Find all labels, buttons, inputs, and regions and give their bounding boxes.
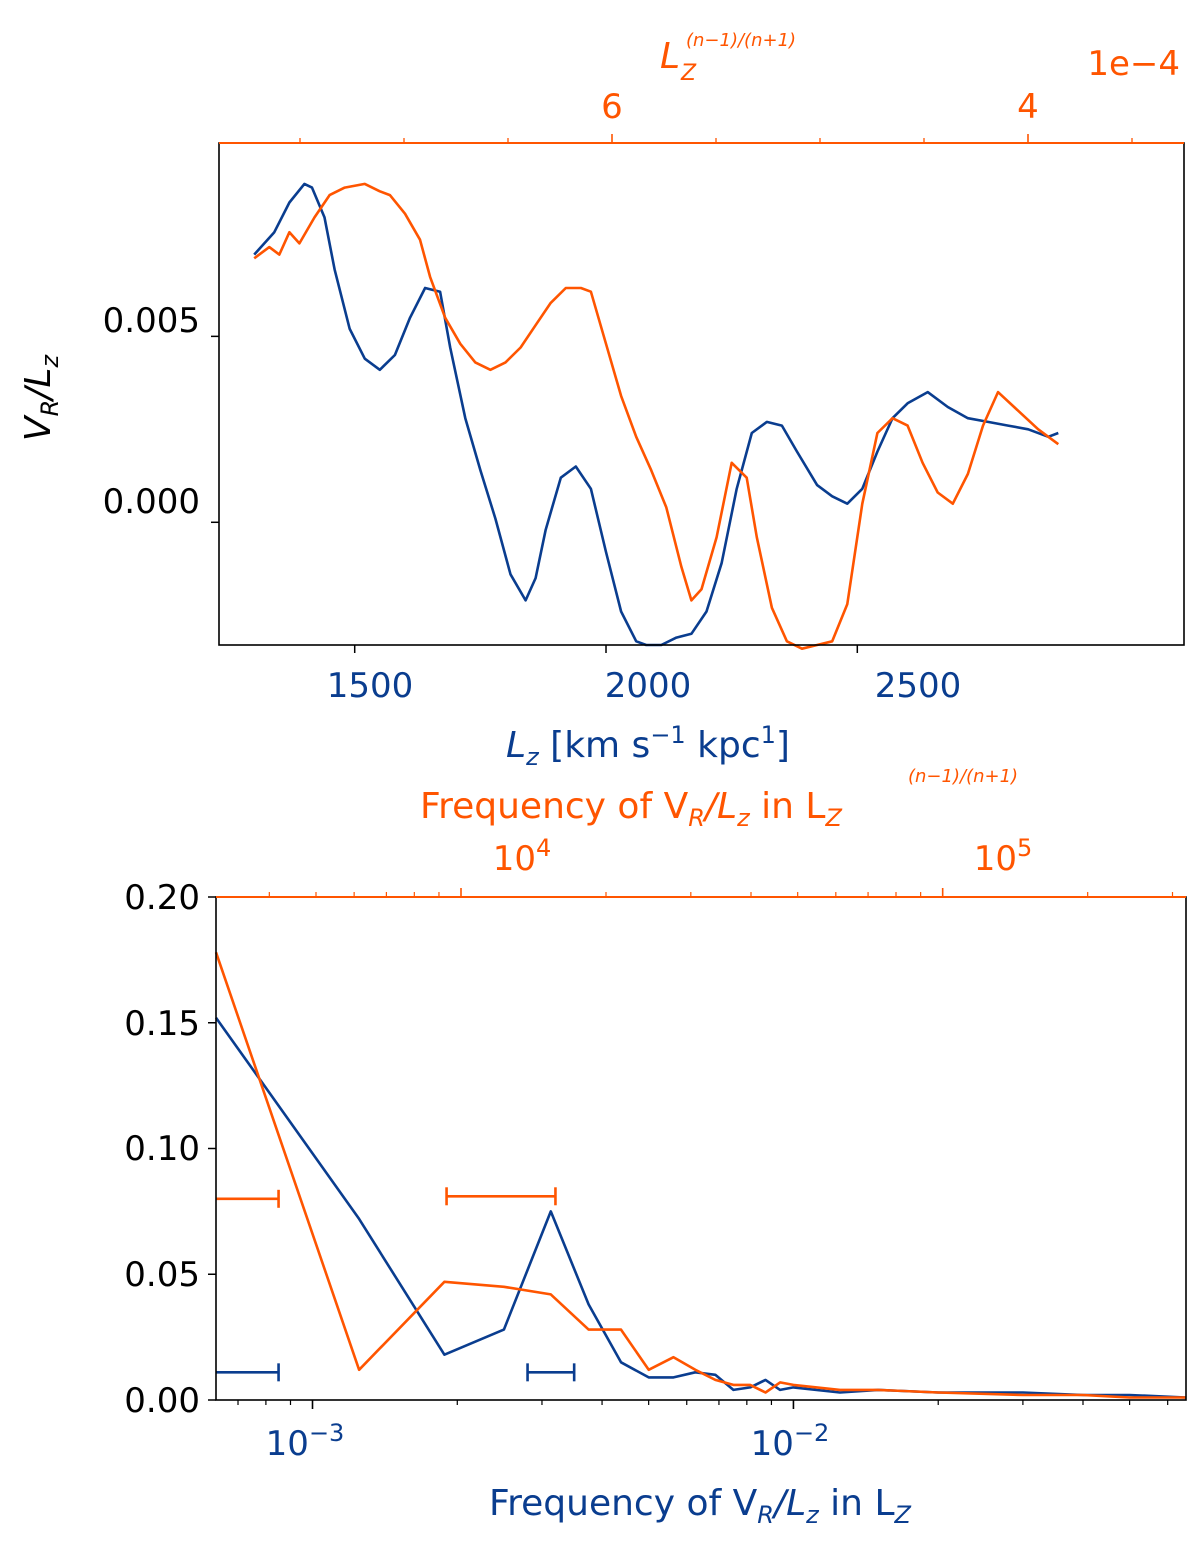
- top-xaxis-label-units2: kpc: [686, 725, 761, 766]
- bottom-secondary-axis-label-sub1: R: [688, 804, 705, 832]
- top-xaxis-label: Lz [km s−1 kpc1]: [506, 721, 790, 771]
- top-secondary-axis-label: L Z (n−1)/(n+1): [660, 30, 796, 86]
- bottom-secondary-xtick-exp: 5: [1017, 834, 1032, 862]
- top-panel: 0.005 0.000 1500 2000 2500 6 4 1e−4 L Z …: [18, 30, 1185, 771]
- error-bar-blue: [216, 1363, 280, 1382]
- top-yaxis-label-v: V: [18, 414, 59, 441]
- top-secondary-xtick-label: 4: [1017, 87, 1039, 127]
- series-line-blue: [214, 1016, 1187, 1399]
- bottom-panel-ticks: [208, 888, 1174, 1409]
- top-yaxis-label: VR/Lz: [18, 354, 64, 442]
- bottom-xaxis-label-end-sub: Z: [894, 1501, 912, 1529]
- top-secondary-axis-label-exp: (n−1)/(n+1): [686, 30, 796, 51]
- top-xaxis-label-var-sub: z: [525, 743, 540, 771]
- bottom-secondary-axis-label: Frequency of VR/Lz in LZ (n−1)/(n+1): [420, 766, 1018, 832]
- bottom-xaxis-label-sub2: z: [805, 1501, 820, 1529]
- error-bar-orange: [445, 1187, 557, 1206]
- series-line-orange: [214, 951, 1186, 1399]
- top-xaxis-label-units: [km s: [539, 725, 651, 766]
- top-secondary-axis-label-main: L: [660, 36, 680, 77]
- bottom-secondary-axis-label-text: Frequency of VR/Lz in LZ: [420, 786, 842, 832]
- top-ytick-label: 0.000: [103, 482, 200, 522]
- bottom-xaxis-label-sub1: R: [757, 1501, 774, 1529]
- series-line-orange: [253, 182, 1060, 651]
- bottom-xaxis-label-end: in L: [819, 1483, 895, 1524]
- bottom-secondary-axis-label-end: in L: [750, 786, 826, 827]
- bottom-secondary-axis-label-sub2: z: [736, 804, 751, 832]
- bottom-secondary-axis-label-prefix: Frequency of V: [420, 786, 689, 827]
- top-yaxis-label-sub1: R: [36, 400, 64, 417]
- bottom-secondary-axis-label-end-sub: Z: [824, 804, 842, 832]
- top-xtick-label: 2000: [605, 666, 692, 706]
- top-yaxis-label-mid: /L: [18, 368, 59, 403]
- bottom-secondary-xtick-label: 105: [974, 834, 1033, 879]
- top-xaxis-label-exp2: 1: [761, 721, 776, 749]
- bottom-xaxis-label-prefix: Frequency of V: [489, 1483, 758, 1524]
- bottom-secondary-xtick-label: 104: [493, 834, 552, 879]
- top-secondary-axis-label-sub: Z: [680, 61, 697, 86]
- top-ytick-label: 0.005: [103, 301, 200, 341]
- top-yaxis-label-sub2: z: [36, 354, 64, 369]
- bottom-ytick-label: 0.05: [124, 1255, 200, 1295]
- top-panel-ticks: [211, 134, 1133, 653]
- bottom-ytick-label: 0.15: [124, 1004, 200, 1044]
- top-xaxis-label-var: L: [506, 725, 526, 766]
- bottom-xtick-label: 10−2: [751, 1419, 830, 1464]
- bottom-xtick-base: 10: [266, 1424, 309, 1464]
- bottom-ytick-label: 0.20: [124, 878, 200, 918]
- error-bar-orange: [216, 1189, 280, 1208]
- bottom-secondary-xtick-exp: 4: [536, 834, 551, 862]
- series-line-blue: [253, 182, 1059, 647]
- bottom-xtick-exp: −3: [309, 1419, 344, 1447]
- bottom-xaxis-label: Frequency of VR/Lz in LZ: [489, 1483, 911, 1529]
- bottom-panel-frame: [215, 896, 1187, 1401]
- bottom-xtick-exp: −2: [794, 1419, 829, 1447]
- top-xtick-label: 1500: [327, 666, 414, 706]
- error-bar-blue: [526, 1363, 576, 1382]
- bottom-panel-series: [214, 951, 1187, 1399]
- bottom-ytick-label: 0.00: [124, 1381, 200, 1421]
- bottom-ytick-label: 0.10: [124, 1129, 200, 1169]
- bottom-secondary-xtick-base: 10: [974, 839, 1017, 879]
- bottom-secondary-axis-label-exp: (n−1)/(n+1): [908, 766, 1018, 787]
- top-panel-series: [253, 182, 1060, 651]
- bottom-xaxis-label-mid: /L: [771, 1483, 806, 1524]
- bottom-xtick-base: 10: [751, 1424, 794, 1464]
- top-axis-offset-label: 1e−4: [1087, 44, 1180, 84]
- top-xtick-label: 2500: [875, 666, 962, 706]
- bottom-panel-error-bars: [216, 1187, 576, 1382]
- bottom-xtick-label: 10−3: [266, 1419, 345, 1464]
- top-xaxis-label-close: ]: [776, 725, 790, 766]
- bottom-secondary-axis-label-mid: /L: [702, 786, 737, 827]
- top-secondary-xtick-label: 6: [601, 87, 623, 127]
- bottom-panel: 0.20 0.15 0.10 0.05 0.00 10−3 10−2 104 1…: [124, 766, 1187, 1529]
- top-xaxis-label-exp1: −1: [650, 721, 685, 749]
- bottom-secondary-xtick-base: 10: [493, 839, 536, 879]
- top-panel-frame: [218, 142, 1185, 646]
